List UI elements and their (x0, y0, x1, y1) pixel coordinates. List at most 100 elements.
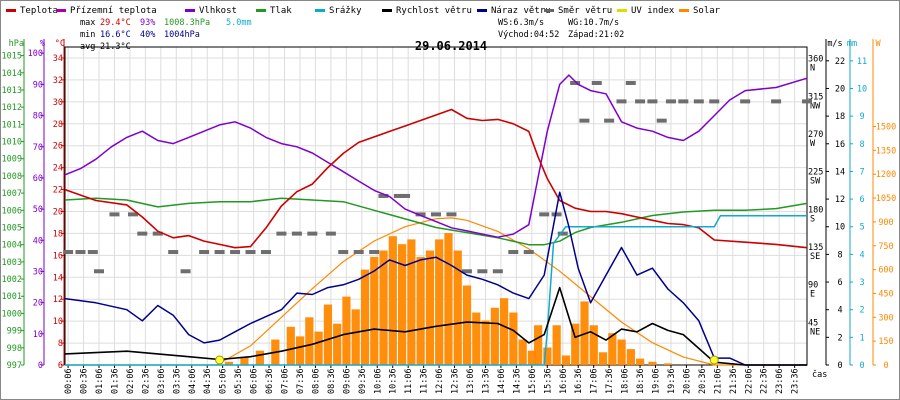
x-tick-label: 00:36 (80, 368, 90, 394)
solar-bar (552, 325, 561, 365)
x-tick-label: 07:36 (296, 368, 306, 394)
wind-direction-mark (353, 250, 364, 255)
solar-bar (543, 347, 552, 365)
stat-avg-label: avg (80, 42, 95, 52)
axis-ms-tick-label: 22 (835, 57, 845, 67)
axis-mm-tick-label: 4 (859, 250, 864, 260)
wind-direction-mark (616, 99, 627, 104)
solar-bar (518, 339, 527, 365)
legend-swatch-rain (315, 9, 325, 12)
axis-temp-tick-label: 18 (53, 229, 63, 239)
solar-bar (240, 357, 249, 365)
wind-direction-mark (199, 250, 210, 255)
legend-label-hum: Vlhkost (199, 6, 237, 16)
axis-dir-value: 315 (808, 92, 823, 102)
wind-direction-mark (461, 269, 472, 274)
axis-temp-tick-label: 32 (53, 76, 63, 86)
x-tick-label: 17:36 (605, 368, 615, 394)
axis-hpa-tick-label: 1005 (2, 223, 22, 233)
solar-bar (407, 239, 416, 365)
wind-direction-mark (492, 269, 503, 274)
solar-bar (481, 320, 490, 365)
wind-direction-mark (431, 212, 441, 217)
legend-swatch-press (256, 9, 266, 12)
wind-direction-mark (109, 212, 120, 217)
axis-wm2-tick-label: 150 (878, 337, 893, 347)
axis-pct-tick-label: 10 (33, 330, 43, 340)
x-tick-label: 10:36 (389, 368, 399, 394)
solar-bar (379, 250, 388, 365)
solar-bar (295, 336, 305, 365)
stat-max-temp: 29.4°C (100, 18, 131, 28)
wind-direction-mark (656, 118, 667, 123)
wind-direction-mark (276, 231, 287, 236)
chart-title: 29.06.2014 (415, 39, 487, 53)
axis-ms-tick-label: 10 (835, 223, 845, 233)
legend-swatch-uv (617, 9, 627, 12)
x-tick-label: 02:36 (141, 368, 151, 394)
x-tick-label: 10:06 (373, 368, 383, 394)
axis-pct-tick-label: 80 (33, 112, 43, 122)
x-tick-label: 14:36 (512, 368, 522, 394)
solar-bar (435, 239, 444, 365)
axis-pct-tick-label: 50 (33, 205, 43, 215)
legend-item-press: Tlak (256, 6, 292, 16)
x-tick-label: 20:06 (682, 368, 692, 394)
legend-swatch-temp (6, 9, 16, 12)
axis-temp-tick-label: 26 (53, 142, 63, 152)
wind-direction-mark (260, 250, 271, 255)
stat-sunset: Západ:21:02 (568, 30, 624, 40)
wind-direction-mark (63, 250, 74, 255)
legend-swatch-dir (544, 9, 554, 12)
axis-temp-tick-label: 6 (58, 361, 63, 371)
wind-direction-mark (168, 250, 179, 255)
wind-direction-mark (415, 212, 426, 217)
x-tick-label: 22:36 (760, 368, 770, 394)
axis-pct-tick-label: 60 (33, 174, 43, 184)
axis-pct-tick-label: 40 (33, 236, 43, 246)
axis-temp-tick-label: 24 (53, 164, 63, 174)
stat-min-temp: 16.6°C (100, 30, 131, 40)
stat-wg: WG:10.7m/s (568, 18, 619, 28)
x-tick-label: 16:06 (559, 368, 569, 394)
uv-index-point (215, 355, 225, 365)
axis-hpa-tick-label: 1014 (2, 69, 22, 79)
x-tick-label: 09:06 (342, 368, 352, 394)
axis-wm2-tick-label: 900 (878, 218, 893, 228)
axis-temp-tick-label: 20 (53, 207, 63, 217)
axis-hpa-tick-label: 1008 (2, 172, 22, 182)
legend-swatch-wind (382, 9, 392, 12)
legend-label-solar: Solar (693, 6, 721, 16)
x-tick-label: 21:36 (729, 368, 739, 394)
solar-bar (626, 349, 635, 365)
axis-hpa-tick-label: 1012 (2, 103, 22, 113)
solar-bar (500, 298, 509, 365)
axis-wm2-tick-label: 600 (878, 266, 893, 276)
solar-bar (370, 256, 379, 365)
legend-swatch-gust (477, 9, 487, 12)
wind-direction-mark (665, 99, 676, 104)
x-tick-label: 11:36 (420, 368, 430, 394)
solar-bar (561, 355, 571, 365)
solar-bar (608, 333, 617, 365)
axis-ms-tick-label: 0 (837, 361, 842, 371)
wind-direction-mark (678, 99, 689, 104)
axis-ms-tick-label: 14 (835, 167, 845, 177)
axis-dir-value: 135 (808, 243, 823, 253)
stat-max-hum: 93% (140, 18, 155, 28)
x-tick-label: 19:06 (652, 368, 662, 394)
legend-label-feels: Přízemní teplota (70, 6, 157, 16)
wind-direction-mark (508, 250, 519, 255)
axis-ms-unit: m/s (827, 39, 842, 49)
x-tick-label: 12:06 (435, 368, 445, 394)
wind-direction-mark (771, 99, 782, 104)
legend-label-temp: Teplota (20, 6, 58, 16)
axis-dir-label: E (810, 290, 815, 300)
x-tick-label: 15:36 (543, 368, 553, 394)
stat-max-press: 1008.3hPa (164, 18, 210, 28)
x-tick-label: 15:06 (528, 368, 538, 394)
stat-max-rain: 5.0mm (226, 18, 252, 28)
wind-direction-mark (591, 80, 602, 85)
axis-pct-tick-label: 90 (33, 80, 43, 90)
wind-direction-mark (87, 250, 98, 255)
